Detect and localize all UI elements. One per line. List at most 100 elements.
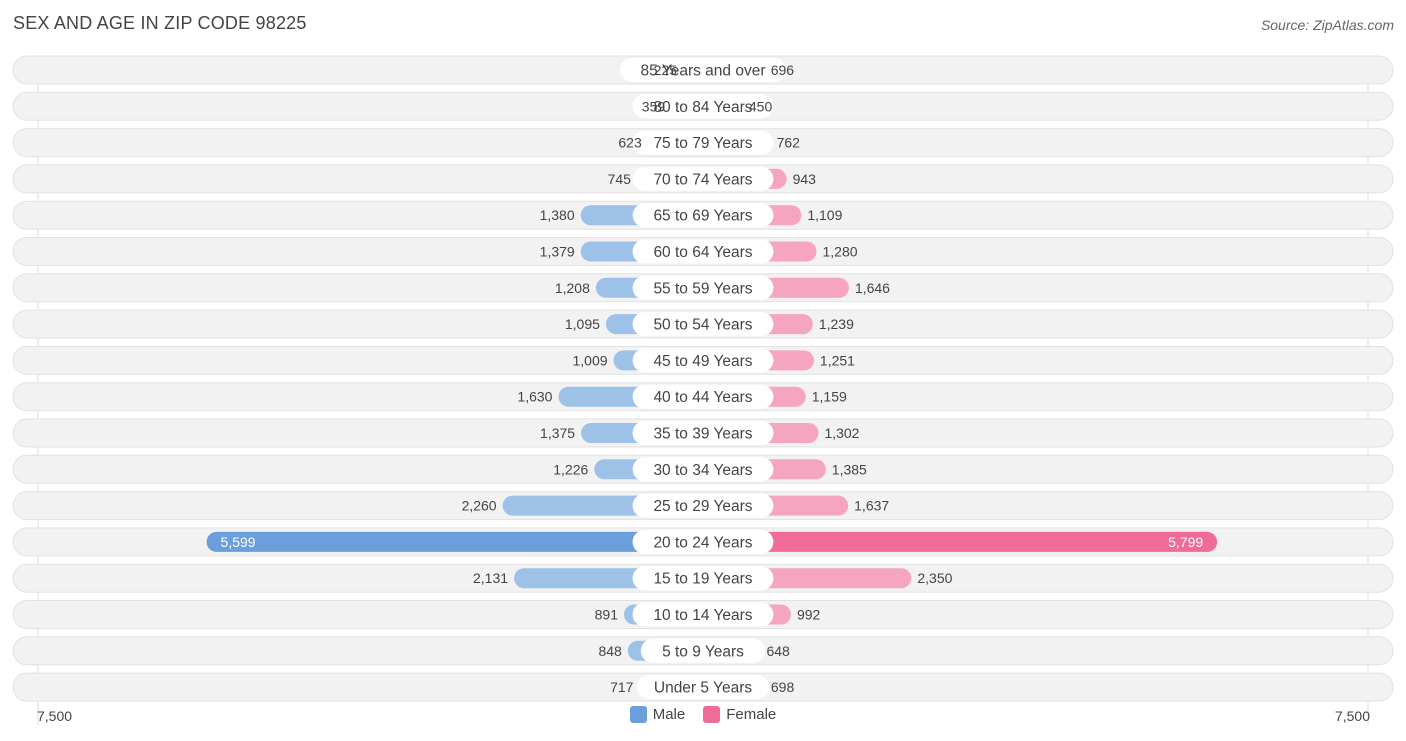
value-label-male: 1,380: [540, 207, 575, 223]
category-label-bg: [632, 166, 774, 191]
value-label-male: 1,226: [553, 461, 588, 477]
category-label: 75 to 79 Years: [653, 135, 752, 152]
value-label-female: 696: [771, 62, 795, 78]
value-label-female: 1,239: [819, 316, 854, 332]
category-label: 15 to 19 Years: [653, 571, 752, 588]
bar-female: [703, 531, 1218, 552]
category-label-bg: [632, 275, 774, 300]
axis-label-left: 7,500: [37, 708, 73, 724]
chart-row: 60 to 64 Years 1,379 1,280: [12, 237, 1394, 266]
value-label-female: 648: [766, 643, 790, 659]
category-label: 25 to 29 Years: [653, 498, 752, 515]
axis-label-right: 7,500: [1334, 708, 1370, 724]
chart-row: 25 to 29 Years 2,260 1,637: [12, 491, 1394, 521]
chart-row: 30 to 34 Years 1,226 1,385: [12, 454, 1394, 484]
value-label-male: 2,260: [462, 498, 497, 514]
chart-row: 50 to 54 Years 1,095 1,239: [12, 309, 1394, 339]
category-label: 10 to 14 Years: [653, 607, 752, 624]
value-label-male: 623: [618, 135, 642, 151]
value-label-male: 1,379: [540, 244, 575, 260]
category-label: 60 to 64 Years: [653, 244, 752, 261]
value-label-female: 992: [797, 607, 821, 623]
value-label-male: 1,095: [565, 316, 600, 332]
value-label-female: 1,159: [812, 389, 847, 405]
chart-row: 40 to 44 Years 1,630 1,159: [12, 382, 1394, 412]
value-label-male: 891: [595, 607, 619, 623]
legend-label-male: Male: [652, 706, 686, 723]
category-label-bg: [620, 58, 786, 82]
chart-title: SEX AND AGE IN ZIP CODE 98225: [13, 13, 307, 33]
legend-item-female[interactable]: Female: [703, 706, 776, 723]
chart-row: Under 5 Years 717 698: [12, 672, 1394, 702]
chart-row: 20 to 24 Years 5,599 5,799: [12, 527, 1394, 557]
value-label-female: 1,251: [820, 352, 855, 368]
category-label: 80 to 84 Years: [653, 99, 752, 116]
chart-source: Source: ZipAtlas.com: [1260, 17, 1394, 33]
category-label-bg: [632, 130, 774, 155]
category-label-bg: [632, 421, 774, 445]
category-label-bg: [632, 529, 774, 554]
value-label-male: 1,208: [555, 280, 590, 296]
category-label: 45 to 49 Years: [653, 353, 752, 370]
chart-row: 70 to 74 Years 745 943: [12, 164, 1394, 194]
legend-label-female: Female: [726, 706, 777, 723]
category-label-bg: [632, 457, 774, 482]
value-label-female: 1,385: [832, 461, 867, 477]
category-label-bg: [632, 384, 774, 409]
chart-legend: Male Female: [0, 706, 1406, 723]
category-label-bg: [632, 493, 774, 518]
value-label-female: 1,109: [807, 207, 842, 223]
value-label-male: 225: [654, 62, 678, 78]
value-label-female: 2,350: [917, 570, 952, 586]
value-label-male: 1,009: [572, 352, 607, 368]
value-label-male: 2,131: [473, 570, 508, 586]
value-label-female: 1,637: [854, 498, 889, 514]
legend-swatch-male: [629, 706, 647, 723]
category-label: 55 to 59 Years: [653, 280, 752, 297]
category-label: 40 to 44 Years: [653, 389, 752, 406]
category-label-bg: [632, 239, 774, 264]
chart-row: 75 to 79 Years 623 762: [12, 128, 1394, 158]
value-label-male: 1,630: [517, 389, 552, 405]
value-label-female: 1,646: [855, 280, 890, 296]
chart-row: 45 to 49 Years 1,009 1,251: [12, 345, 1394, 375]
value-label-female: 450: [749, 98, 773, 114]
category-label-bg: [632, 312, 774, 337]
legend-item-male[interactable]: Male: [629, 706, 686, 723]
value-label-female: 698: [771, 679, 795, 695]
chart-row: 35 to 39 Years 1,375 1,302: [12, 418, 1394, 448]
chart-row: 10 to 14 Years 891 992: [12, 600, 1394, 629]
value-label-male: 745: [608, 171, 632, 187]
category-label: 20 to 24 Years: [653, 534, 752, 551]
category-label: Under 5 Years: [654, 680, 752, 697]
category-label: 50 to 54 Years: [653, 317, 752, 334]
category-label-bg: [632, 203, 774, 228]
category-label-bg: [632, 566, 774, 591]
chart-row: 15 to 19 Years 2,131 2,350: [12, 563, 1394, 593]
category-label: 70 to 74 Years: [653, 171, 752, 188]
value-label-male: 5,599: [221, 534, 256, 550]
category-label: 85 Years and over: [641, 63, 766, 80]
category-label-bg: [632, 94, 774, 119]
category-label: 35 to 39 Years: [653, 426, 752, 443]
category-label-bg: [632, 348, 774, 373]
chart-row: 5 to 9 Years 848 648: [12, 636, 1394, 666]
value-label-female: 762: [777, 135, 801, 151]
category-label-bg: [636, 675, 770, 700]
value-label-female: 1,280: [822, 244, 857, 260]
legend-swatch-female: [703, 706, 721, 723]
value-label-female: 1,302: [824, 425, 859, 441]
value-label-male: 1,375: [540, 425, 575, 441]
category-label: 5 to 9 Years: [662, 643, 744, 660]
category-label-bg: [632, 602, 774, 627]
category-label: 65 to 69 Years: [653, 208, 752, 225]
chart-row: 65 to 69 Years 1,380 1,109: [12, 200, 1394, 230]
category-label-bg: [640, 638, 766, 663]
bar-male: [206, 531, 703, 552]
value-label-female: 5,799: [1168, 534, 1203, 550]
value-label-male: 848: [598, 643, 622, 659]
value-label-male: 717: [610, 679, 634, 695]
